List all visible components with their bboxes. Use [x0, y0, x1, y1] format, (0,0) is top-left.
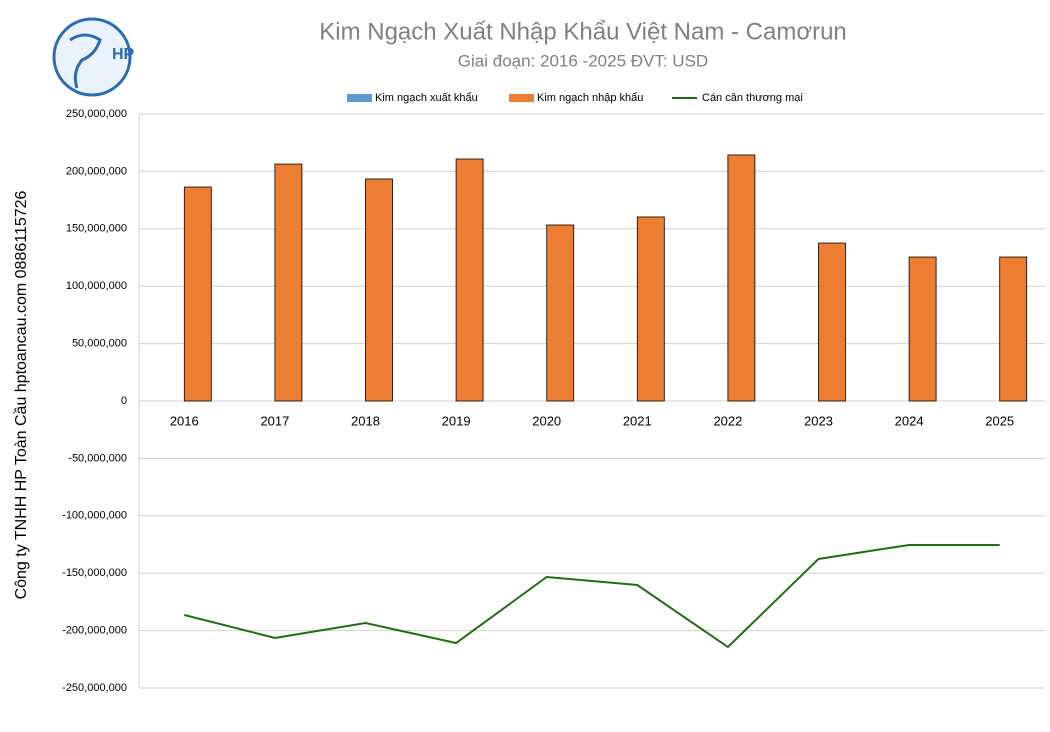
- x-tick-label: 2017: [260, 413, 289, 428]
- y-tick-label: -100,000,000: [62, 510, 127, 522]
- bar: [183, 186, 212, 402]
- x-tick-label: 2020: [532, 413, 561, 428]
- line: [184, 543, 1000, 649]
- bar: [455, 158, 484, 402]
- bar: [818, 242, 846, 402]
- bar: [908, 256, 937, 402]
- y-tick-label: 200,000,000: [66, 165, 127, 177]
- bar: [999, 256, 1028, 402]
- y-tick-label: 150,000,000: [66, 223, 127, 235]
- x-tick-label: 2021: [623, 413, 652, 428]
- x-tick-label: 2023: [804, 413, 833, 428]
- legend-label: Cán cân thương mại: [702, 92, 803, 104]
- legend-label: Kim ngạch xuất khẩu: [375, 92, 478, 104]
- y-tick-label: -250,000,000: [62, 682, 127, 694]
- x-tick-label: 2025: [985, 413, 1014, 428]
- chart-subtitle: Giai đoạn: 2016 -2025 ĐVT: USD: [458, 51, 708, 70]
- bar: [274, 163, 303, 402]
- legend-label: Kim ngạch nhập khẩu: [537, 92, 643, 104]
- bar: [546, 224, 575, 402]
- y-tick-label: -50,000,000: [68, 452, 127, 464]
- bar: [727, 154, 756, 402]
- x-tick-label: 2016: [170, 413, 199, 428]
- y-tick-label: 50,000,000: [72, 338, 127, 350]
- side-text: Công ty TNHH HP Toàn Cầu hptoancau.com 0…: [13, 190, 30, 599]
- legend-swatch: [347, 94, 372, 102]
- x-tick-label: 2019: [442, 413, 471, 428]
- y-tick-label: -150,000,000: [62, 567, 127, 579]
- y-tick-label: 250,000,000: [66, 108, 127, 120]
- legend-swatch: [509, 94, 534, 102]
- x-tick-label: 2024: [895, 413, 924, 428]
- y-tick-label: 0: [121, 395, 127, 407]
- y-tick-label: -200,000,000: [62, 625, 127, 637]
- x-tick-label: 2022: [713, 413, 742, 428]
- bar: [636, 216, 665, 402]
- chart-title: Kim Ngạch Xuất Nhập Khẩu Việt Nam - Camơ…: [319, 18, 847, 45]
- x-tick-label: 2018: [351, 413, 380, 428]
- logo: HP: [52, 17, 135, 97]
- y-tick-label: 100,000,000: [66, 280, 127, 292]
- svg-text:HP: HP: [112, 46, 135, 63]
- bar: [365, 178, 393, 402]
